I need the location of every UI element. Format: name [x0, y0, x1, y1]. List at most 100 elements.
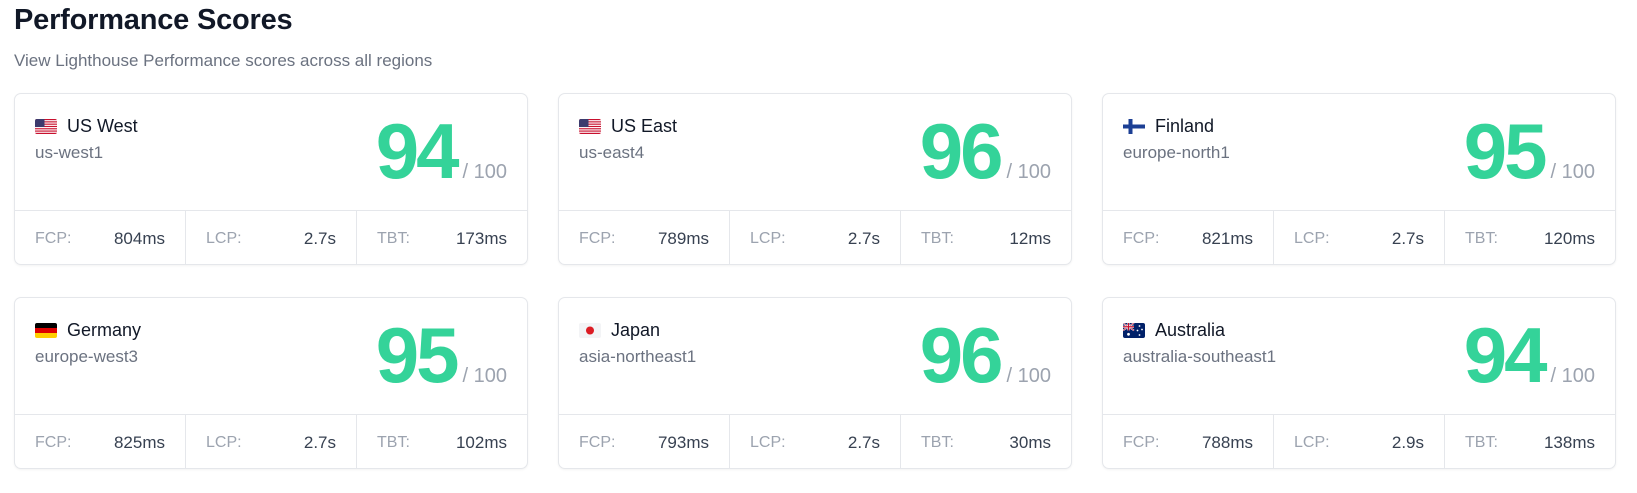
score-display: 96 / 100 [920, 112, 1051, 190]
metric-label: TBT: [921, 433, 954, 451]
metric-value: 789ms [657, 228, 709, 248]
metrics-row: FCP: 788ms LCP: 2.9s TBT: 138ms [1103, 415, 1615, 468]
metric-label: TBT: [377, 433, 410, 451]
score-total: / 100 [1006, 365, 1051, 387]
region-card-germany[interactable]: Germany europe-west3 95 / 100 FCP: 825ms… [14, 297, 528, 469]
performance-score: 94 [375, 107, 460, 195]
metrics-row: FCP: 825ms LCP: 2.7s TBT: 102ms [15, 415, 527, 468]
metric-label: FCP: [35, 229, 72, 247]
metrics-row: FCP: 821ms LCP: 2.7s TBT: 120ms [1103, 211, 1615, 264]
performance-score: 94 [1463, 311, 1548, 399]
region-name-row: US East [579, 116, 677, 137]
region-name-row: Australia [1123, 320, 1225, 341]
metric-value: 821ms [1201, 228, 1253, 248]
region-card-us-east[interactable]: US East us-east4 96 / 100 FCP: 789ms LCP… [558, 93, 1072, 265]
metric-label: FCP: [579, 433, 616, 451]
card-header: Australia australia-southeast1 94 / 100 [1103, 298, 1615, 415]
metric-value: 173ms [455, 228, 507, 248]
region-name: Japan [611, 320, 661, 340]
region-id: europe-north1 [1123, 143, 1230, 162]
metric-fcp: FCP: 788ms [1103, 415, 1274, 468]
metric-value: 2.7s [1391, 228, 1424, 248]
metric-fcp: FCP: 804ms [15, 211, 186, 264]
score-total: / 100 [462, 365, 507, 387]
metrics-row: FCP: 789ms LCP: 2.7s TBT: 12ms [559, 211, 1071, 264]
finland-flag-icon [1123, 119, 1145, 134]
region-card-us-west[interactable]: US West us-west1 94 / 100 FCP: 804ms LCP… [14, 93, 528, 265]
card-header: Japan asia-northeast1 96 / 100 [559, 298, 1071, 415]
region-name: Australia [1155, 320, 1226, 340]
metric-label: LCP: [1294, 229, 1330, 247]
region-name: Finland [1155, 116, 1215, 136]
metric-lcp: LCP: 2.7s [186, 415, 357, 468]
score-display: 94 / 100 [376, 112, 507, 190]
region-card-japan[interactable]: Japan asia-northeast1 96 / 100 FCP: 793m… [558, 297, 1072, 469]
score-total: / 100 [1550, 365, 1595, 387]
score-display: 95 / 100 [1464, 112, 1595, 190]
metric-fcp: FCP: 789ms [559, 211, 730, 264]
us-flag-icon [35, 119, 57, 134]
region-id: us-east4 [579, 143, 645, 162]
metric-tbt: TBT: 173ms [357, 211, 527, 264]
metric-label: FCP: [1123, 433, 1160, 451]
metric-lcp: LCP: 2.7s [730, 211, 901, 264]
metric-fcp: FCP: 793ms [559, 415, 730, 468]
performance-score: 96 [919, 311, 1004, 399]
germany-flag-icon [35, 323, 57, 338]
metric-value: 825ms [113, 432, 165, 452]
performance-score: 95 [375, 311, 460, 399]
metrics-row: FCP: 793ms LCP: 2.7s TBT: 30ms [559, 415, 1071, 468]
metric-tbt: TBT: 102ms [357, 415, 527, 468]
score-display: 95 / 100 [376, 316, 507, 394]
metric-tbt: TBT: 30ms [901, 415, 1071, 468]
metric-value: 12ms [1009, 228, 1051, 248]
score-display: 96 / 100 [920, 316, 1051, 394]
region-id: europe-west3 [35, 347, 139, 366]
metric-tbt: TBT: 138ms [1445, 415, 1615, 468]
region-name-row: Germany [35, 320, 141, 341]
australia-flag-icon [1123, 323, 1145, 338]
metric-lcp: LCP: 2.7s [1274, 211, 1445, 264]
metric-value: 2.7s [303, 432, 336, 452]
card-header: Germany europe-west3 95 / 100 [15, 298, 527, 415]
region-name: US West [67, 116, 138, 136]
region-name-row: US West [35, 116, 138, 137]
metric-label: TBT: [921, 229, 954, 247]
metric-value: 120ms [1543, 228, 1595, 248]
metric-value: 138ms [1543, 432, 1595, 452]
metric-value: 102ms [455, 432, 507, 452]
japan-flag-icon [579, 323, 601, 338]
region-name-row: Japan [579, 320, 660, 341]
metric-value: 2.9s [1391, 432, 1424, 452]
page-subtitle: View Lighthouse Performance scores acros… [14, 51, 433, 70]
metric-label: LCP: [206, 229, 242, 247]
metrics-row: FCP: 804ms LCP: 2.7s TBT: 173ms [15, 211, 527, 264]
metric-fcp: FCP: 825ms [15, 415, 186, 468]
metric-label: LCP: [750, 229, 786, 247]
region-card-finland[interactable]: Finland europe-north1 95 / 100 FCP: 821m… [1102, 93, 1616, 265]
metric-value: 30ms [1009, 432, 1051, 452]
card-header: US West us-west1 94 / 100 [15, 94, 527, 211]
region-card-grid: US West us-west1 94 / 100 FCP: 804ms LCP… [14, 93, 1616, 469]
metric-label: TBT: [1465, 433, 1498, 451]
metric-label: LCP: [750, 433, 786, 451]
score-display: 94 / 100 [1464, 316, 1595, 394]
metric-value: 793ms [657, 432, 709, 452]
metric-label: FCP: [35, 433, 72, 451]
performance-score: 96 [919, 107, 1004, 195]
metric-lcp: LCP: 2.7s [186, 211, 357, 264]
metric-value: 2.7s [847, 432, 880, 452]
region-card-australia[interactable]: Australia australia-southeast1 94 / 100 … [1102, 297, 1616, 469]
card-header: Finland europe-north1 95 / 100 [1103, 94, 1615, 211]
region-name: Germany [67, 320, 142, 340]
metric-label: TBT: [377, 229, 410, 247]
region-name: US East [611, 116, 678, 136]
score-total: / 100 [462, 161, 507, 183]
metric-label: LCP: [206, 433, 242, 451]
metric-tbt: TBT: 120ms [1445, 211, 1615, 264]
metric-value: 2.7s [303, 228, 336, 248]
region-id: us-west1 [35, 143, 104, 162]
region-id: australia-southeast1 [1123, 347, 1277, 366]
region-name-row: Finland [1123, 116, 1214, 137]
